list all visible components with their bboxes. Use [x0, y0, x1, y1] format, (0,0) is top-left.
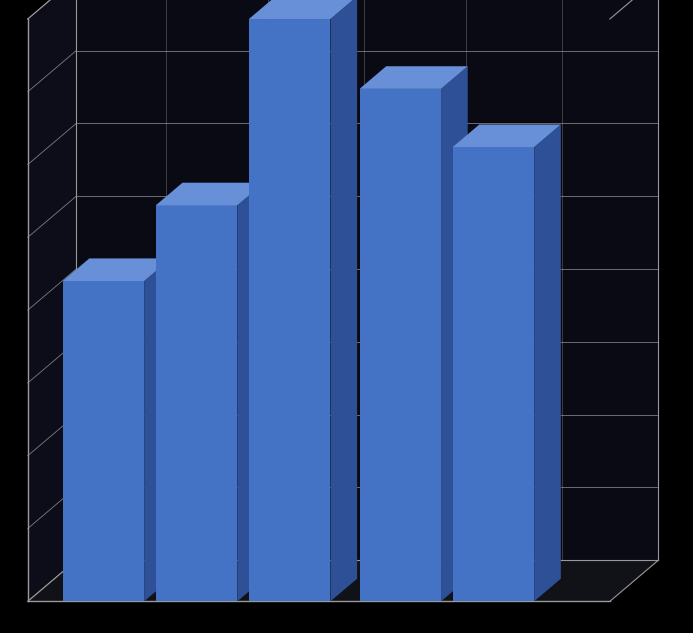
Polygon shape: [62, 258, 171, 281]
Polygon shape: [441, 66, 468, 601]
Polygon shape: [28, 560, 658, 601]
Polygon shape: [237, 183, 264, 601]
Polygon shape: [249, 0, 357, 19]
Polygon shape: [360, 89, 441, 601]
Polygon shape: [360, 66, 468, 89]
Polygon shape: [144, 258, 171, 601]
Polygon shape: [331, 0, 357, 601]
Polygon shape: [62, 281, 144, 601]
Polygon shape: [453, 125, 561, 147]
Polygon shape: [249, 19, 331, 601]
Polygon shape: [453, 147, 534, 601]
Polygon shape: [28, 0, 76, 601]
Polygon shape: [76, 0, 658, 560]
Polygon shape: [534, 125, 561, 601]
Polygon shape: [156, 183, 264, 205]
Polygon shape: [156, 205, 237, 601]
